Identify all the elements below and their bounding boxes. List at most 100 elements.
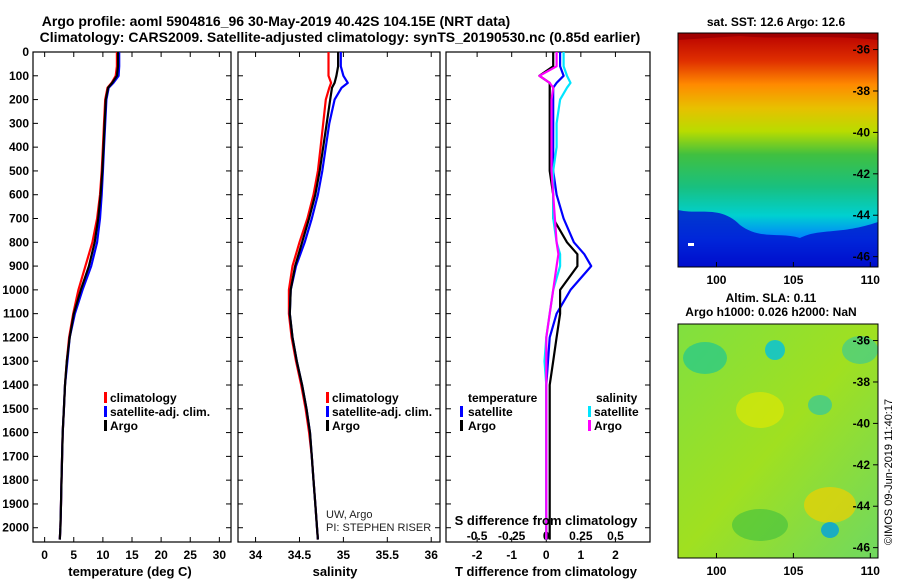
x-tick-label: 35.5 bbox=[376, 548, 400, 562]
depth-axis: 0 100 200 300 400 500 600 700 800 900 1000 1100 1200… bbox=[2, 45, 29, 535]
depth-tick-label: 1600 bbox=[2, 426, 29, 440]
map-x-tick-label: 105 bbox=[783, 564, 803, 578]
pi-annotation-line2: PI: STEPHEN RISER bbox=[326, 522, 431, 534]
depth-tick-label: 400 bbox=[9, 140, 29, 154]
x-tick-label: 20 bbox=[154, 548, 168, 562]
x-tick-label: 34.5 bbox=[288, 548, 312, 562]
title-line2: Climatology: CARS2009. Satellite-adjuste… bbox=[40, 29, 641, 45]
salinity-plot-frame bbox=[237, 51, 441, 543]
x-tick-label: 34 bbox=[249, 548, 263, 562]
legend-label-s-satellite: satellite bbox=[594, 405, 639, 419]
difference-plot-frame bbox=[445, 51, 651, 543]
map-y-tick-label: -44 bbox=[853, 208, 871, 222]
depth-tick-label: 1200 bbox=[2, 330, 29, 344]
legend-marker-t-argo bbox=[460, 420, 463, 431]
depth-tick-label: 1400 bbox=[2, 378, 29, 392]
difference-series bbox=[538, 52, 593, 540]
s-difference-xlabel: S difference from climatology bbox=[455, 513, 639, 528]
sla-eddy-high-1 bbox=[736, 392, 784, 428]
map-x-tick-label: 100 bbox=[706, 564, 726, 578]
x-tick-label: 36 bbox=[425, 548, 439, 562]
salinity-panel: 34 34.5 35 35.5 36 salinity climatology sate… bbox=[237, 51, 441, 579]
depth-tick-label: 0 bbox=[22, 45, 29, 59]
sst-map-title: sat. SST: 12.6 Argo: 12.6 bbox=[707, 15, 846, 29]
s-x-tick-label: -0.5 bbox=[467, 529, 488, 543]
legend-marker-t-satellite bbox=[460, 406, 463, 417]
difference-panel: -2 -1 0 1 2-0.5 -0.25 0 0.25 0.5 T difference fr… bbox=[445, 51, 651, 579]
series-line-argo bbox=[288, 52, 340, 540]
sst-map-panel: sat. SST: 12.6 Argo: 12.6 100 105 110 -36 -3… bbox=[677, 15, 880, 287]
x-tick-label: 15 bbox=[125, 548, 139, 562]
legend-header-temperature: temperature bbox=[468, 391, 538, 405]
map-x-tick-label: 100 bbox=[706, 273, 726, 287]
series-line-argo bbox=[58, 52, 120, 540]
x-tick-label: -1 bbox=[506, 548, 517, 562]
imos-watermark: ©IMOS 09-Jun-2019 11:40:17 bbox=[883, 399, 895, 545]
temperature-plot-frame bbox=[32, 51, 232, 543]
sst-map-frame bbox=[677, 32, 879, 268]
legend-label-satellite: satellite-adj. clim. bbox=[332, 405, 432, 419]
sla-map-title-line2: Argo h1000: 0.026 h2000: NaN bbox=[685, 305, 856, 319]
map-y-tick-label: -42 bbox=[853, 167, 871, 181]
map-x-tick-label: 110 bbox=[861, 273, 881, 287]
sla-eddy-high-2 bbox=[804, 487, 856, 523]
x-tick-label: 0 bbox=[41, 548, 48, 562]
sla-eddy-low-2 bbox=[765, 340, 785, 360]
legend-marker-climatology bbox=[104, 392, 107, 403]
sla-map-title-line1: Altim. SLA: 0.11 bbox=[726, 291, 817, 305]
argo-float-marker bbox=[688, 243, 694, 246]
map-y-tick-label: -38 bbox=[853, 375, 871, 389]
sla-eddy-low-1 bbox=[683, 342, 727, 374]
depth-tick-label: 1700 bbox=[2, 449, 29, 463]
sla-eddy-mid bbox=[732, 509, 788, 541]
depth-tick-label: 700 bbox=[9, 212, 29, 226]
sst-warm-water-region bbox=[678, 33, 878, 40]
legend-marker-argo bbox=[104, 420, 107, 431]
sla-map-ticks: 100 105 110 -36 -38 -40 -42 -44 -46 bbox=[706, 334, 880, 578]
salinity-xlabel: salinity bbox=[313, 564, 359, 579]
legend-label-satellite: satellite-adj. clim. bbox=[110, 405, 210, 419]
sla-eddy-low-4 bbox=[808, 395, 832, 415]
depth-tick-label: 300 bbox=[9, 116, 29, 130]
map-y-tick-label: -46 bbox=[853, 541, 871, 555]
legend-marker-satellite bbox=[326, 406, 329, 417]
map-y-tick-label: -46 bbox=[853, 250, 871, 264]
legend-marker-satellite bbox=[104, 406, 107, 417]
legend-marker-climatology bbox=[326, 392, 329, 403]
title-line1: Argo profile: aoml 5904816_96 30-May-201… bbox=[42, 13, 510, 29]
x-tick-label: 2 bbox=[612, 548, 619, 562]
temperature-panel: 0 5 10 15 20 25 30 temperature (deg C) climato… bbox=[32, 51, 232, 579]
t-difference-xlabel: T difference from climatology bbox=[455, 564, 638, 579]
map-y-tick-label: -36 bbox=[853, 334, 871, 348]
depth-tick-label: 1300 bbox=[2, 354, 29, 368]
legend-marker-s-argo bbox=[588, 420, 591, 431]
map-x-tick-label: 110 bbox=[861, 564, 881, 578]
legend-label-t-satellite: satellite bbox=[468, 405, 513, 419]
x-tick-label: 25 bbox=[184, 548, 198, 562]
legend-label-argo: Argo bbox=[110, 419, 138, 433]
series-line-salinity-argo bbox=[538, 52, 560, 540]
depth-tick-label: 1800 bbox=[2, 473, 29, 487]
x-tick-label: 0 bbox=[543, 548, 550, 562]
x-tick-label: 30 bbox=[213, 548, 227, 562]
sla-eddy-low-5 bbox=[821, 522, 839, 538]
x-tick-label: 5 bbox=[70, 548, 77, 562]
legend-label-t-argo: Argo bbox=[468, 419, 496, 433]
sst-cold-water-region bbox=[678, 210, 878, 267]
salinity-series bbox=[287, 52, 349, 540]
x-tick-label: 35 bbox=[337, 548, 351, 562]
temperature-series bbox=[58, 52, 121, 540]
map-y-tick-label: -38 bbox=[853, 84, 871, 98]
sla-map-frame bbox=[677, 323, 879, 559]
depth-tick-label: 500 bbox=[9, 164, 29, 178]
difference-legend: temperature salinity satellite Argo sate… bbox=[460, 391, 639, 433]
x-tick-label: 10 bbox=[96, 548, 110, 562]
map-x-tick-label: 105 bbox=[783, 273, 803, 287]
map-y-tick-label: -40 bbox=[853, 125, 871, 139]
sst-map-ticks: 100 105 110 -36 -38 -40 -42 -44 -46 bbox=[706, 43, 880, 287]
legend-marker-s-satellite bbox=[588, 406, 591, 417]
depth-tick-label: 600 bbox=[9, 188, 29, 202]
depth-tick-label: 1100 bbox=[3, 307, 29, 321]
legend-label-s-argo: Argo bbox=[594, 419, 622, 433]
